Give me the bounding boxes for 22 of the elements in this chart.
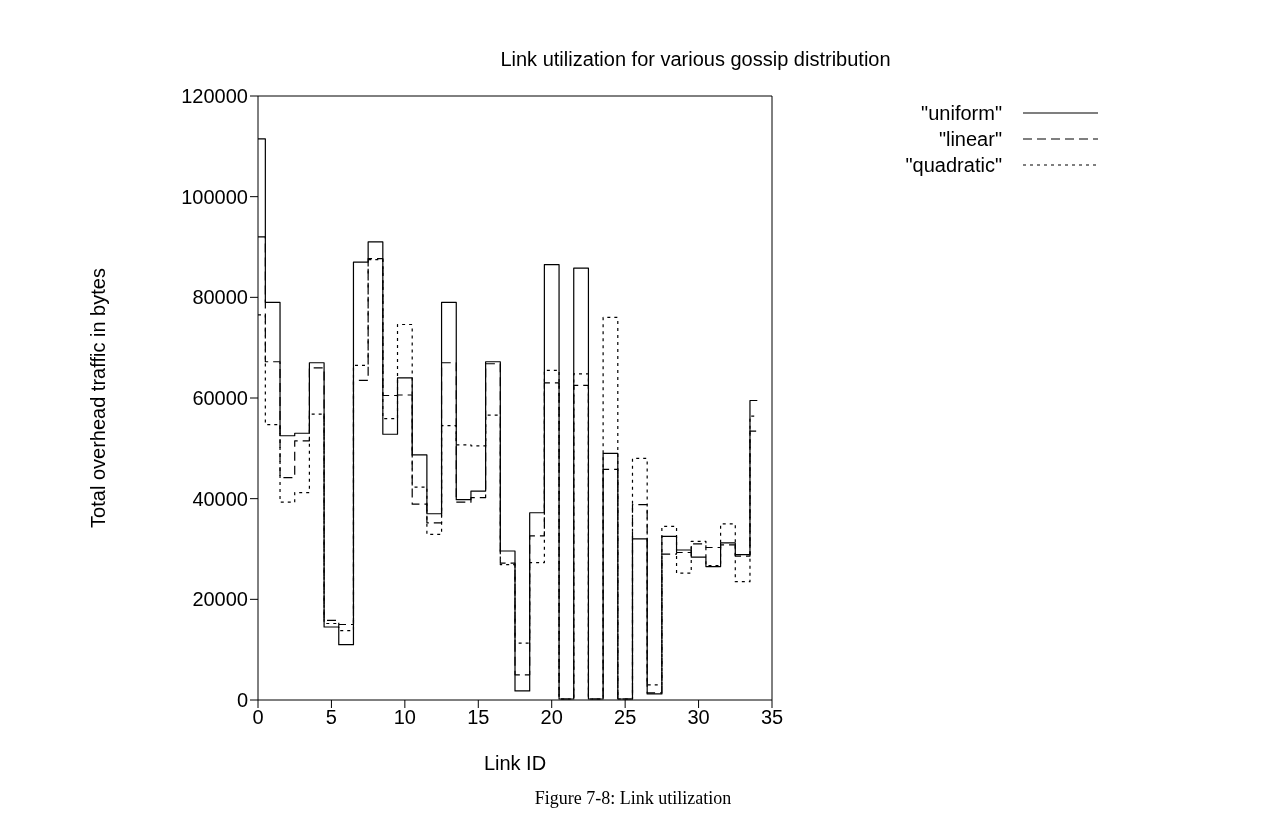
y-tick-label: 40000 — [192, 487, 248, 510]
y-tick-label: 20000 — [192, 588, 248, 611]
x-tick-label: 10 — [393, 706, 416, 729]
y-tick-label: 60000 — [192, 387, 248, 410]
x-tick-label: 0 — [252, 706, 264, 729]
y-tick-label: 0 — [236, 689, 248, 712]
legend-label: "quadratic" — [905, 153, 1002, 178]
x-tick-label: 15 — [467, 706, 490, 729]
x-tick-label: 30 — [687, 706, 710, 729]
x-tick-label: 25 — [614, 706, 637, 729]
chart-title: Link utilization for various gossip distribution — [499, 48, 892, 71]
x-tick-label: 5 — [325, 706, 337, 729]
x-tick-label: 20 — [540, 706, 563, 729]
y-tick-label: 120000 — [181, 85, 248, 108]
y-axis-title: Total overhead traffic in bytes — [87, 268, 110, 528]
legend-label: "uniform" — [921, 101, 1002, 126]
y-tick-label: 80000 — [192, 286, 248, 309]
y-tick-label: 100000 — [181, 185, 248, 208]
legend-label: "linear" — [938, 127, 1002, 152]
caption: Figure 7-8: Link utilization — [533, 788, 733, 809]
x-axis-title: Link ID — [483, 752, 547, 774]
x-tick-label: 35 — [760, 706, 784, 729]
